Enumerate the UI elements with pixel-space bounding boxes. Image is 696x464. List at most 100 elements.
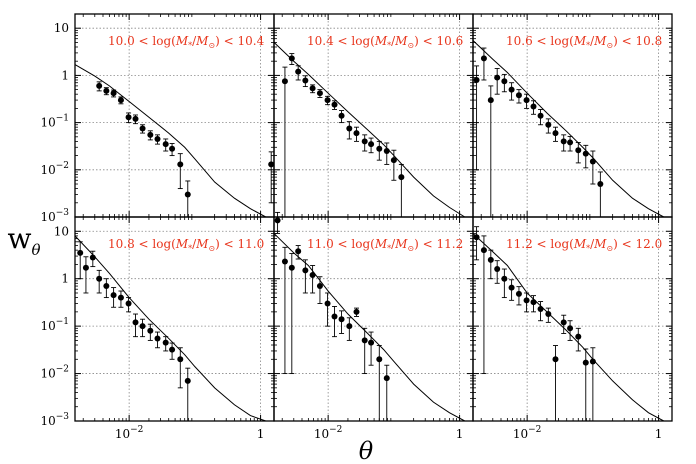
panel-2: 10.4 < log(M*/M⊙) < 10.6 bbox=[273, 13, 474, 218]
data-point bbox=[162, 339, 169, 346]
panel-title: 10.6 < log(M*/M⊙) < 10.8 bbox=[506, 34, 662, 50]
data-point bbox=[473, 234, 480, 241]
data-point bbox=[302, 77, 309, 84]
panel-6: 11.2 < log(M*/M⊙) < 12.0 10−2 1 bbox=[472, 216, 673, 441]
model-curve bbox=[472, 40, 665, 218]
data-point bbox=[117, 97, 124, 104]
data-point bbox=[368, 339, 375, 346]
data-point bbox=[480, 55, 487, 62]
data-point bbox=[582, 150, 589, 157]
data-point bbox=[575, 147, 582, 154]
data-point bbox=[82, 264, 89, 271]
y-tick-label: 1 bbox=[61, 272, 69, 286]
data-point bbox=[508, 86, 515, 93]
data-point bbox=[309, 85, 316, 92]
data-point bbox=[346, 125, 353, 132]
data-point bbox=[295, 248, 302, 255]
data-point bbox=[338, 316, 345, 323]
data-point bbox=[288, 264, 295, 271]
data-point bbox=[597, 181, 604, 188]
y-axis-label: wθ bbox=[8, 222, 41, 259]
x-tick-label: 1 bbox=[655, 427, 663, 441]
data-point bbox=[295, 68, 302, 75]
data-point bbox=[139, 323, 146, 330]
data-point bbox=[361, 337, 368, 344]
data-point bbox=[545, 121, 552, 128]
data-point bbox=[523, 97, 530, 104]
data-point bbox=[390, 157, 397, 164]
data-point bbox=[309, 271, 316, 278]
panel-frame bbox=[472, 216, 673, 422]
data-point bbox=[110, 292, 117, 299]
data-point bbox=[494, 74, 501, 81]
y-tick-label: 10−2 bbox=[40, 161, 69, 177]
data-point bbox=[117, 294, 124, 301]
data-point bbox=[316, 90, 323, 97]
x-tick-label: 10−2 bbox=[314, 425, 343, 441]
data-point bbox=[169, 145, 176, 152]
data-point bbox=[537, 112, 544, 119]
data-point bbox=[96, 82, 103, 89]
model-curve bbox=[273, 42, 466, 218]
data-point bbox=[376, 145, 383, 152]
x-tick-label: 1 bbox=[456, 427, 464, 441]
data-point bbox=[376, 356, 383, 363]
y-tick-label: 10−3 bbox=[40, 208, 69, 224]
data-point bbox=[523, 297, 530, 304]
data-point bbox=[139, 125, 146, 132]
data-point bbox=[96, 275, 103, 282]
data-point bbox=[515, 290, 522, 297]
data-point bbox=[560, 319, 567, 326]
panel-title: 11.0 < log(M*/M⊙) < 11.2 bbox=[307, 237, 463, 253]
x-axis-label: θ bbox=[359, 437, 374, 464]
model-curve bbox=[74, 235, 266, 422]
data-point bbox=[154, 335, 161, 342]
data-point bbox=[567, 325, 574, 332]
data-point bbox=[302, 267, 309, 274]
data-point bbox=[487, 97, 494, 104]
panel-title: 10.8 < log(M*/M⊙) < 11.0 bbox=[108, 237, 264, 253]
data-point bbox=[177, 161, 184, 168]
data-point bbox=[281, 258, 288, 265]
x-tick-label: 10−2 bbox=[115, 425, 144, 441]
data-point bbox=[530, 299, 537, 306]
model-curve bbox=[472, 233, 665, 422]
y-tick-label: 10−1 bbox=[40, 317, 69, 333]
data-point bbox=[530, 103, 537, 110]
data-point bbox=[89, 254, 96, 261]
y-tick-label: 1 bbox=[61, 68, 69, 82]
data-point bbox=[398, 174, 405, 181]
data-point bbox=[589, 358, 596, 365]
data-point bbox=[331, 313, 338, 320]
x-tick-label: 1 bbox=[257, 427, 265, 441]
panel-3: 10.6 < log(M*/M⊙) < 10.8 bbox=[472, 13, 673, 218]
data-point bbox=[268, 161, 275, 168]
data-point bbox=[368, 141, 375, 148]
panel-1: 10.0 < log(M*/M⊙) < 10.4 10−3 10−2 10−1 1 10 bbox=[40, 13, 275, 224]
data-point bbox=[552, 356, 559, 363]
data-point bbox=[125, 114, 132, 121]
data-point bbox=[331, 101, 338, 108]
data-point bbox=[162, 141, 169, 148]
data-point bbox=[103, 87, 110, 94]
data-point bbox=[281, 78, 288, 85]
data-point bbox=[147, 131, 154, 138]
data-point bbox=[353, 308, 360, 315]
data-point bbox=[177, 356, 184, 363]
data-point bbox=[288, 55, 295, 62]
data-point bbox=[487, 256, 494, 263]
data-point bbox=[324, 300, 331, 307]
data-point bbox=[501, 78, 508, 85]
data-point bbox=[132, 115, 139, 122]
data-point bbox=[575, 333, 582, 340]
model-curve bbox=[273, 233, 466, 422]
data-point bbox=[147, 327, 154, 334]
y-tick-label: 10−2 bbox=[40, 365, 69, 381]
data-point bbox=[537, 305, 544, 312]
data-point bbox=[274, 217, 281, 224]
data-point bbox=[353, 130, 360, 137]
data-point bbox=[154, 135, 161, 142]
y-tick-label: 10−1 bbox=[40, 114, 69, 130]
data-point bbox=[132, 319, 139, 326]
x-tick-label: 10−2 bbox=[513, 425, 542, 441]
